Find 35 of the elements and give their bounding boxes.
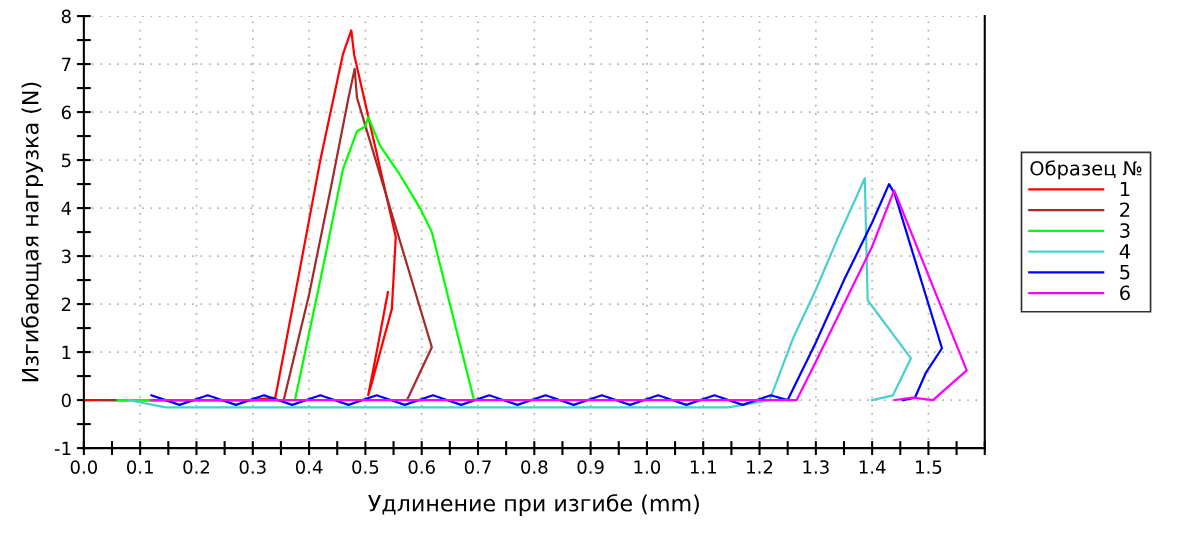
y-axis-title: Изгибающая нагрузка (N) [21, 82, 43, 382]
legend-label: 4 [1119, 244, 1131, 259]
y-tick-label: 7 [62, 57, 71, 71]
y-tick-label: -1 [54, 441, 71, 455]
legend-label: 6 [1120, 285, 1130, 301]
legend-label: 5 [1120, 264, 1130, 280]
y-tick-label: 1 [62, 345, 71, 359]
legend-label: 1 [1120, 181, 1130, 197]
y-tick-label: 6 [61, 105, 71, 120]
legend-title: Образец № [1030, 160, 1142, 180]
x-tick-label: 0.5 [352, 460, 379, 474]
x-tick-label: 1.0 [634, 460, 661, 474]
x-tick-label: 1.4 [859, 460, 886, 474]
y-tick-label: 5 [61, 153, 71, 168]
y-tick-label: 8 [61, 9, 71, 24]
x-tick-label: 0.3 [239, 460, 266, 474]
x-tick-label: 0.7 [464, 460, 491, 474]
x-tick-label: 0.4 [295, 460, 323, 474]
x-tick-label: 0.1 [127, 460, 153, 474]
x-tick-label: 1.2 [747, 460, 773, 474]
y-tick-label: 4 [61, 201, 72, 215]
legend-label: 3 [1120, 223, 1130, 238]
x-tick-label: 0.0 [70, 460, 98, 474]
x-tick-label: 1.1 [690, 460, 716, 474]
y-tick-label: 3 [61, 249, 71, 264]
x-tick-label: 0.9 [577, 460, 604, 474]
x-tick-label: 0.6 [408, 460, 435, 474]
x-axis-title: Удлинение при изгибе (mm) [368, 494, 699, 516]
x-tick-label: 0.8 [521, 460, 548, 474]
x-tick-label: 1.5 [916, 460, 942, 474]
legend-label: 2 [1120, 202, 1130, 217]
x-tick-label: 1.3 [803, 460, 829, 474]
y-tick-label: 2 [61, 297, 71, 311]
x-tick-label: 0.2 [183, 460, 210, 474]
y-tick-label: 0 [61, 393, 71, 408]
